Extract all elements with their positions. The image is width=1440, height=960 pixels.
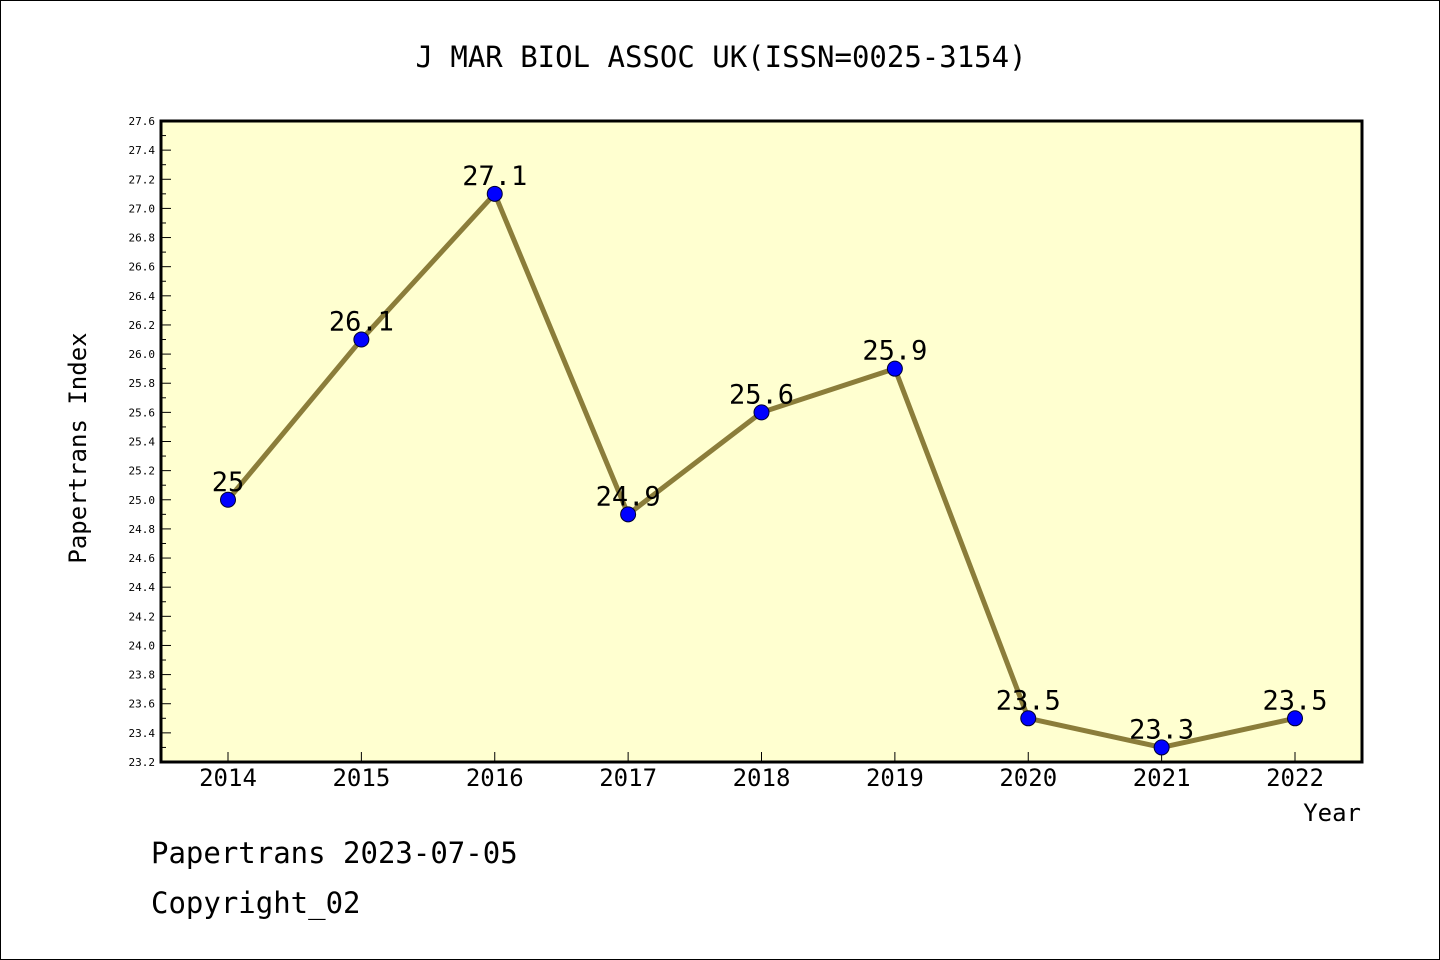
- x-axis: 2014 2015 2016 2017 2018 2019 2020 2021 2022: [199, 752, 1324, 792]
- y-tick-label: 27.6: [129, 115, 156, 128]
- data-point: [1287, 710, 1303, 727]
- y-tick-label: 23.6: [129, 698, 156, 711]
- y-tick-label: 27.4: [129, 144, 156, 157]
- x-tick-label: 2014: [199, 764, 257, 792]
- x-tick-label: 2021: [1133, 764, 1191, 792]
- plot-area: [159, 119, 1364, 764]
- y-tick-label: 24.8: [129, 523, 156, 536]
- data-point: [1020, 710, 1037, 727]
- x-tick-label: 2019: [866, 764, 924, 792]
- y-tick-label: 26.4: [129, 290, 156, 303]
- y-tick-label: 23.8: [129, 669, 156, 682]
- y-tick-label: 26.0: [129, 348, 156, 361]
- data-point: [620, 506, 637, 523]
- data-point: [220, 491, 236, 508]
- y-tick-label: 25.6: [129, 406, 156, 419]
- y-tick-label: 24.2: [129, 610, 156, 623]
- y-tick-label: 25.4: [129, 436, 156, 449]
- y-tick-label: 25.2: [129, 465, 156, 478]
- chart-title: J MAR BIOL ASSOC UK(ISSN=0025-3154): [415, 40, 1026, 74]
- x-tick-label: 2020: [999, 764, 1057, 792]
- y-tick-label: 27.2: [129, 173, 156, 186]
- y-tick-label: 23.4: [129, 727, 156, 740]
- x-tick-label: 2017: [599, 764, 657, 792]
- y-axis: 23.2 23.4 23.6 23.8 24.0 24.2 24.4 24.6 24.8 25.0…: [129, 115, 171, 769]
- y-tick-label: 24.0: [129, 639, 156, 652]
- y-tick-label: 26.6: [129, 261, 156, 274]
- data-point: [753, 404, 770, 421]
- data-point: [1153, 739, 1170, 756]
- y-tick-label: 24.4: [129, 581, 156, 594]
- footer-copyright: Copyright_02: [151, 886, 361, 920]
- footer-date: Papertrans 2023-07-05: [151, 836, 518, 870]
- y-tick-label: 25.0: [129, 494, 156, 507]
- x-tick-label: 2015: [332, 764, 390, 792]
- y-tick-label: 25.8: [129, 377, 156, 390]
- x-tick-label: 2018: [733, 764, 791, 792]
- x-tick-label: 2022: [1266, 764, 1324, 792]
- data-point: [353, 331, 370, 348]
- y-tick-label: 26.2: [129, 319, 156, 332]
- y-tick-label: 23.2: [129, 756, 156, 769]
- y-tick-label: 27.0: [129, 202, 156, 215]
- y-tick-label: 26.8: [129, 232, 156, 245]
- data-point: [486, 185, 503, 202]
- x-axis-label: Year: [1303, 799, 1361, 827]
- y-axis-label: Papertrans Index: [64, 332, 92, 563]
- data-point: [886, 360, 903, 377]
- x-tick-label: 2016: [466, 764, 524, 792]
- y-tick-label: 24.6: [129, 552, 156, 565]
